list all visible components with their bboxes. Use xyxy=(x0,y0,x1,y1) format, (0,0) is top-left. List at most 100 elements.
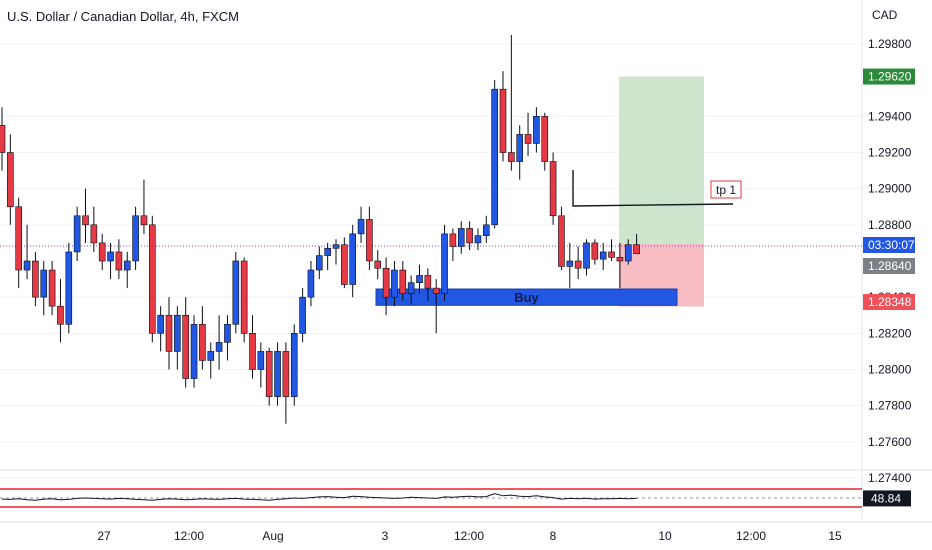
candle xyxy=(374,250,382,280)
candle xyxy=(524,112,532,157)
candle-body xyxy=(7,152,14,208)
candle xyxy=(341,237,348,289)
candle-body xyxy=(107,251,114,262)
oscillator-line xyxy=(1,493,637,501)
candle-body xyxy=(48,269,56,307)
candle xyxy=(482,215,490,243)
candle xyxy=(591,239,599,265)
candle-body xyxy=(374,260,382,269)
candle xyxy=(508,34,515,171)
candle xyxy=(182,297,189,388)
candle xyxy=(574,246,582,280)
candle xyxy=(558,206,565,271)
current-price-badge-text: 1.28640 xyxy=(868,259,912,273)
candle xyxy=(499,71,507,162)
time-tick-label: 15 xyxy=(828,529,842,543)
candle-body xyxy=(90,224,98,244)
candle-body xyxy=(499,88,507,153)
candle xyxy=(466,221,473,251)
target-price-badge: 1.29620 xyxy=(863,68,915,85)
candle xyxy=(65,242,73,334)
candle-body xyxy=(407,282,415,294)
candle-body xyxy=(98,242,106,262)
candle xyxy=(290,324,298,406)
candle-body xyxy=(32,260,39,298)
candle xyxy=(491,80,498,229)
candle-body xyxy=(424,275,432,289)
candle-body xyxy=(224,323,231,343)
candle xyxy=(391,260,398,307)
candle-body xyxy=(249,333,256,370)
candle-body xyxy=(449,233,457,247)
tp1-label: tp 1 xyxy=(716,183,736,197)
candle-body xyxy=(382,267,390,298)
tp1-callout: tp 1 xyxy=(710,180,742,199)
candle-body xyxy=(182,314,189,379)
candle-body xyxy=(290,333,298,397)
candle xyxy=(357,206,365,243)
countdown-badge-bg xyxy=(863,237,915,253)
candle-body xyxy=(466,228,473,244)
candle-body xyxy=(633,244,640,255)
candle-body xyxy=(324,248,331,256)
candle xyxy=(516,125,524,180)
candle-body xyxy=(591,242,599,260)
candle xyxy=(240,257,248,343)
candle xyxy=(457,221,465,254)
candle xyxy=(165,297,173,370)
candle-body xyxy=(599,251,607,260)
candle-body xyxy=(341,244,348,285)
candle xyxy=(149,215,156,343)
candle-body xyxy=(23,260,31,271)
stop-price-badge: 1.28348 xyxy=(863,294,915,310)
stop-price-badge-bg xyxy=(863,294,915,310)
candle-body xyxy=(524,134,532,144)
candle-body xyxy=(482,224,490,236)
candle-body xyxy=(215,342,223,352)
candle-body xyxy=(57,305,64,325)
time-tick-label: 3 xyxy=(382,529,389,543)
candle xyxy=(599,242,607,271)
candle-body xyxy=(274,351,281,397)
candle xyxy=(23,224,31,280)
candle xyxy=(207,342,215,379)
price-tick-label: 1.29200 xyxy=(868,145,912,159)
tp1-line xyxy=(572,170,734,207)
countdown-badge: 03:30:07 xyxy=(863,237,915,253)
candle-body xyxy=(115,251,123,271)
candle-body xyxy=(190,323,198,379)
candle xyxy=(157,306,164,352)
candle xyxy=(224,315,231,361)
candle xyxy=(15,197,22,289)
candle-body xyxy=(265,351,273,397)
currency-label: CAD xyxy=(872,8,898,22)
buy-zone-label: Buy xyxy=(514,290,539,305)
candle xyxy=(190,315,198,388)
candle-body xyxy=(533,116,540,144)
candle xyxy=(132,206,139,271)
candle-body xyxy=(65,251,73,325)
candle xyxy=(57,279,64,343)
time-tick-label: 12:00 xyxy=(174,529,204,543)
price-tick-label: 1.27800 xyxy=(868,399,912,413)
candle xyxy=(7,134,14,225)
candle xyxy=(533,107,540,153)
candle xyxy=(215,315,223,370)
candle-body xyxy=(616,257,624,262)
candle-body xyxy=(508,152,515,162)
candle-body xyxy=(583,242,590,269)
candle xyxy=(257,342,265,388)
oscillator-value-bg xyxy=(863,490,911,507)
candle xyxy=(616,242,624,289)
candle-body xyxy=(474,235,482,244)
candle xyxy=(432,279,440,334)
candle-body xyxy=(608,251,615,258)
candle xyxy=(299,288,306,343)
candles xyxy=(0,34,640,424)
candle xyxy=(332,239,340,265)
candle xyxy=(449,228,457,261)
candle xyxy=(274,342,281,406)
candle xyxy=(541,112,549,171)
candle-body xyxy=(174,314,181,352)
